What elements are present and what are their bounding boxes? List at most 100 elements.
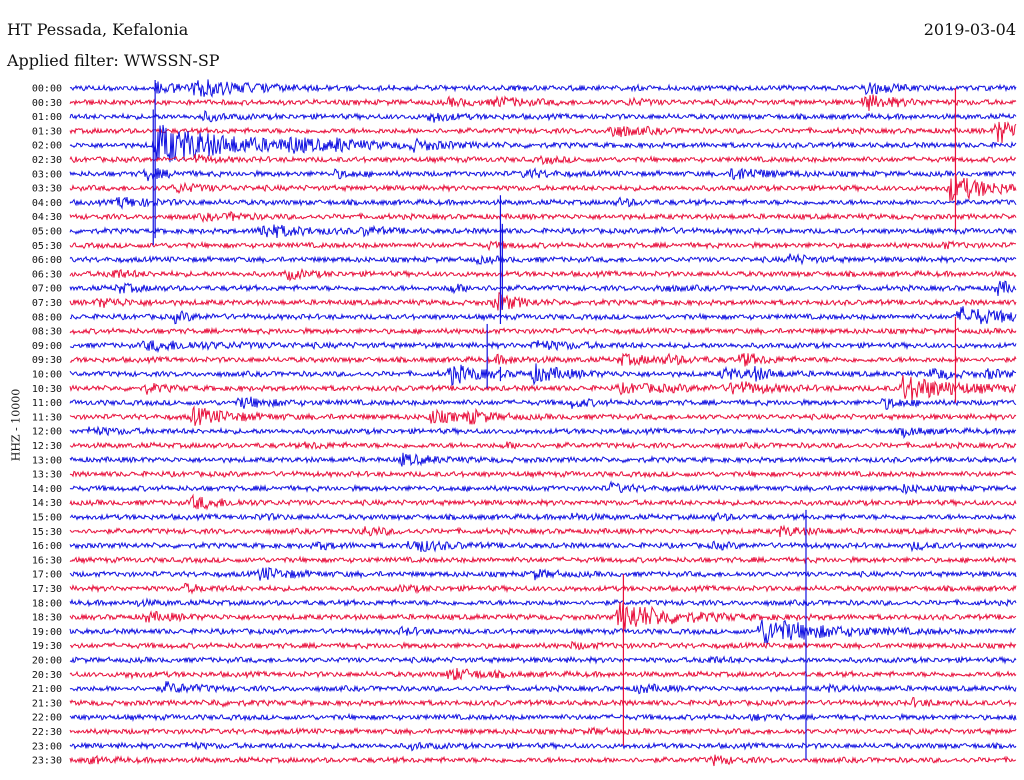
time-label: 17:00 xyxy=(32,570,62,581)
time-label: 03:00 xyxy=(32,169,62,180)
trace-row xyxy=(69,480,1017,495)
time-label: 13:30 xyxy=(32,470,62,481)
trace-row xyxy=(69,352,1017,367)
time-label: 09:30 xyxy=(32,355,62,366)
time-label: 04:00 xyxy=(32,198,62,209)
time-label: 01:30 xyxy=(32,126,62,137)
trace-row xyxy=(69,124,1017,163)
trace-row xyxy=(69,696,1017,709)
trace-row xyxy=(69,726,1017,737)
time-label: 21:00 xyxy=(32,684,62,695)
trace-row xyxy=(69,667,1017,681)
trace-row xyxy=(69,292,1017,311)
trace-row xyxy=(69,375,1017,402)
trace-row xyxy=(69,396,1017,410)
time-label: 16:30 xyxy=(32,555,62,566)
time-label: 07:00 xyxy=(32,284,62,295)
trace-row xyxy=(69,493,1017,511)
time-label: 12:00 xyxy=(32,427,62,438)
station-title: HT Pessada, Kefalonia xyxy=(7,20,189,39)
time-label: 11:00 xyxy=(32,398,62,409)
trace-row xyxy=(69,681,1017,695)
time-label: 05:30 xyxy=(32,241,62,252)
time-label: 18:30 xyxy=(32,613,62,624)
time-label: 00:30 xyxy=(32,98,62,109)
time-label: 17:30 xyxy=(32,584,62,595)
trace-row xyxy=(69,175,1017,202)
trace-row xyxy=(69,440,1017,450)
trace-row xyxy=(69,224,1017,238)
trace-row xyxy=(69,601,1017,631)
trace-row xyxy=(69,619,1017,646)
trace-row xyxy=(69,210,1017,224)
trace-row xyxy=(69,712,1017,723)
time-label: 01:00 xyxy=(32,112,62,123)
trace-row xyxy=(69,280,1017,296)
time-label: 07:30 xyxy=(32,298,62,309)
time-label: 12:30 xyxy=(32,441,62,452)
time-label: 14:00 xyxy=(32,484,62,495)
time-label: 22:30 xyxy=(32,727,62,738)
trace-row xyxy=(69,425,1017,440)
time-label: 02:30 xyxy=(32,155,62,166)
time-label: 09:00 xyxy=(32,341,62,352)
trace-row xyxy=(69,94,1017,111)
time-label: 06:00 xyxy=(32,255,62,266)
trace-row xyxy=(69,405,1017,426)
trace-row xyxy=(69,555,1017,565)
time-label: 23:30 xyxy=(32,756,62,767)
trace-row xyxy=(69,754,1017,767)
trace-row xyxy=(69,655,1017,665)
time-label: 23:00 xyxy=(32,741,62,752)
time-label: 08:00 xyxy=(32,312,62,323)
trace-row xyxy=(69,511,1017,523)
time-label: 18:00 xyxy=(32,598,62,609)
time-label: 10:30 xyxy=(32,384,62,395)
trace-row xyxy=(69,109,1017,123)
filter-label: Applied filter: WWSSN-SP xyxy=(7,51,220,70)
trace-row xyxy=(69,154,1017,166)
time-label: 20:00 xyxy=(32,656,62,667)
trace-row xyxy=(69,469,1017,479)
trace-row xyxy=(69,597,1017,608)
time-label: 04:30 xyxy=(32,212,62,223)
trace-row xyxy=(69,524,1017,538)
time-label: 21:30 xyxy=(32,698,62,709)
time-label: 10:00 xyxy=(32,370,62,381)
trace-row xyxy=(69,306,1017,325)
trace-row xyxy=(69,340,1017,354)
time-label: 02:00 xyxy=(32,141,62,152)
trace-row xyxy=(69,741,1017,752)
trace-row xyxy=(69,540,1017,553)
time-label: 14:30 xyxy=(32,498,62,509)
time-label: 16:00 xyxy=(32,541,62,552)
trace-row xyxy=(69,79,1017,98)
time-label: 03:30 xyxy=(32,184,62,195)
time-label: 11:30 xyxy=(32,412,62,423)
time-label: 06:30 xyxy=(32,269,62,280)
trace-row xyxy=(69,566,1017,581)
trace-row xyxy=(69,640,1017,651)
trace-row xyxy=(69,363,1017,386)
date-label: 2019-03-04 xyxy=(923,20,1016,39)
time-label: 20:30 xyxy=(32,670,62,681)
trace-row xyxy=(69,196,1017,210)
trace-row xyxy=(69,240,1016,252)
time-label: 13:00 xyxy=(32,455,62,466)
trace-row xyxy=(69,452,1017,467)
trace-row xyxy=(69,253,1017,266)
trace-row xyxy=(69,267,1017,282)
trace-row xyxy=(69,167,1017,182)
time-labels: 00:00 00:30 01:00 01:30 02:00 02:30 03:00 03:30… xyxy=(32,84,62,767)
time-label: 15:30 xyxy=(32,527,62,538)
time-label: 05:00 xyxy=(32,227,62,238)
traces xyxy=(69,79,1017,767)
time-label: 19:00 xyxy=(32,627,62,638)
time-label: 15:00 xyxy=(32,513,62,524)
trace-row xyxy=(69,121,1017,143)
time-label: 19:30 xyxy=(32,641,62,652)
time-label: 08:30 xyxy=(32,327,62,338)
trace-row xyxy=(69,326,1017,336)
time-label: 22:00 xyxy=(32,713,62,724)
